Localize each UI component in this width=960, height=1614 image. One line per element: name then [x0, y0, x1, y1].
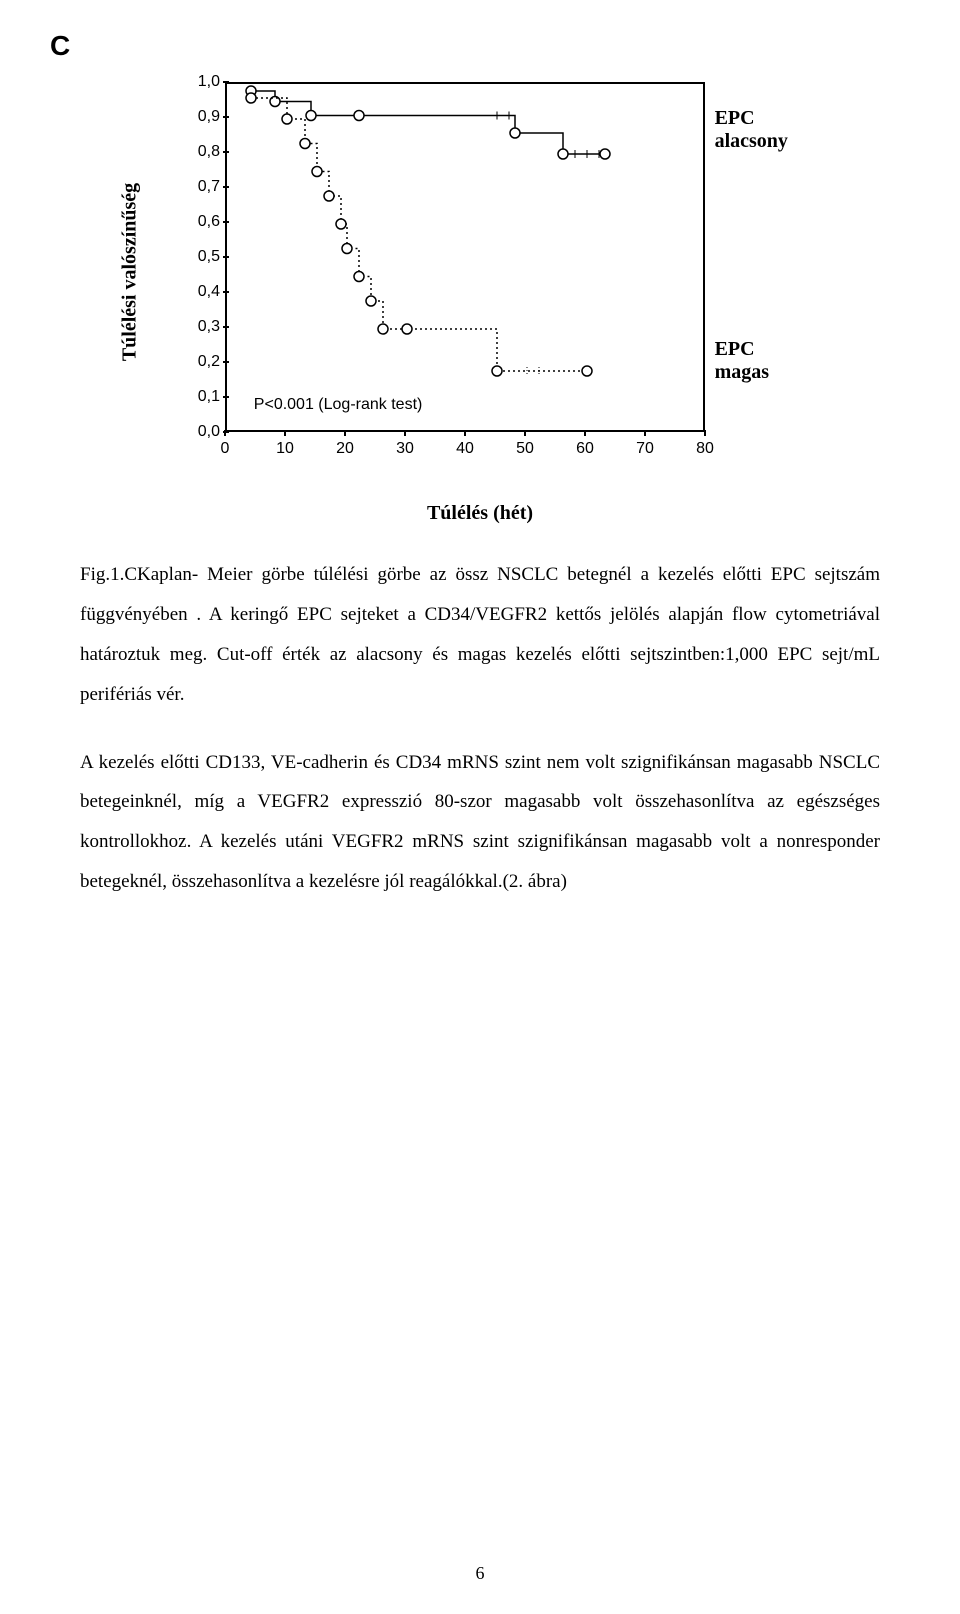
figure-caption: Fig.1.CKaplan- Meier görbe túlélési görb…: [80, 555, 880, 715]
x-axis-label: Túlélés (hét): [155, 502, 805, 525]
xtick-label: 30: [396, 440, 414, 458]
ytick-label: 0,3: [185, 318, 220, 336]
ytick-label: 0,9: [185, 108, 220, 126]
km-chart: Túlélési valószínűség 0,00,10,20,30,40,5…: [155, 72, 805, 525]
ytick-label: 0,7: [185, 178, 220, 196]
page-number: 6: [476, 1563, 485, 1584]
xtick-label: 20: [336, 440, 354, 458]
ytick-label: 0,1: [185, 388, 220, 406]
ytick-label: 0,5: [185, 248, 220, 266]
y-axis-label: Túlélési valószínűség: [119, 183, 142, 361]
plot-box: [225, 82, 705, 432]
xtick-label: 0: [221, 440, 230, 458]
ytick-label: 1,0: [185, 73, 220, 91]
ytick-label: 0,4: [185, 283, 220, 301]
panel-label: C: [50, 30, 880, 62]
xtick-label: 80: [696, 440, 714, 458]
xtick-label: 60: [576, 440, 594, 458]
series-label-epc-high: EPC magas: [715, 338, 805, 384]
p-value-text: P<0.001 (Log-rank test): [254, 396, 423, 414]
xtick-label: 70: [636, 440, 654, 458]
body-paragraph: A kezelés előtti CD133, VE-cadherin és C…: [80, 743, 880, 903]
ytick-label: 0,0: [185, 423, 220, 441]
plot-svg: [227, 84, 707, 434]
chart-area: Túlélési valószínűség 0,00,10,20,30,40,5…: [155, 72, 805, 472]
xtick-label: 50: [516, 440, 534, 458]
ytick-label: 0,8: [185, 143, 220, 161]
xtick-label: 40: [456, 440, 474, 458]
series-label-epc-low: EPC alacsony: [715, 107, 805, 153]
ytick-label: 0,2: [185, 353, 220, 371]
ytick-label: 0,6: [185, 213, 220, 231]
xtick-label: 10: [276, 440, 294, 458]
